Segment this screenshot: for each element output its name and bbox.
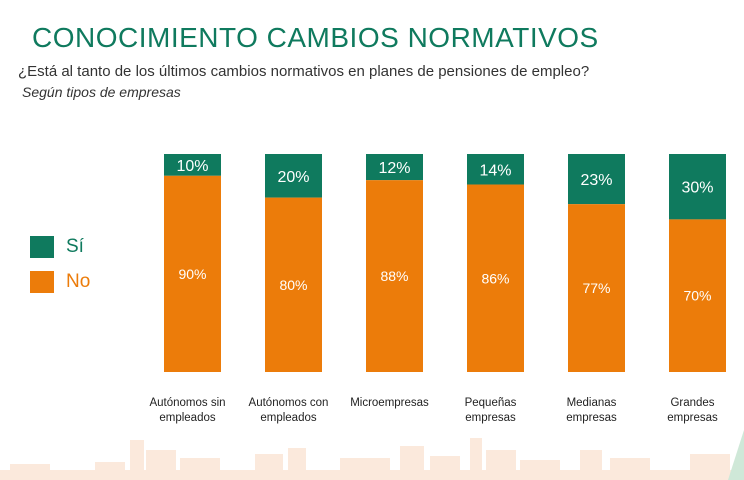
data-label-si: 10%	[176, 158, 208, 175]
chart-question: ¿Está al tanto de los últimos cambios no…	[18, 63, 590, 80]
chart-subtitle: Según tipos de empresas	[22, 84, 181, 100]
category-label: Autónomos sin empleados	[149, 397, 225, 424]
bar-no	[164, 175, 221, 372]
data-label-no: 80%	[279, 277, 307, 293]
data-label-no: 70%	[683, 288, 711, 304]
data-label-no: 86%	[481, 270, 509, 286]
legend-item-no: No	[30, 271, 90, 293]
bar-no	[467, 184, 524, 372]
chart-legend: Sí No	[30, 236, 90, 306]
category-label: Pequeñas empresas	[465, 397, 517, 424]
bar-si	[669, 154, 726, 220]
data-label-si: 23%	[580, 172, 612, 189]
category-label: Microempresas	[350, 397, 429, 409]
data-label-si: 30%	[681, 180, 713, 197]
bar-si	[265, 154, 322, 198]
category-label: Medianas empresas	[566, 397, 617, 424]
data-label-no: 77%	[582, 280, 610, 296]
bar-si	[568, 154, 625, 205]
bar-no	[669, 219, 726, 372]
legend-item-si: Sí	[30, 236, 90, 258]
data-label-no: 90%	[178, 266, 206, 282]
data-label-si: 12%	[378, 160, 410, 177]
legend-label-si: Sí	[66, 236, 84, 257]
bar-no	[568, 204, 625, 372]
data-label-si: 14%	[479, 162, 511, 179]
data-label-si: 20%	[277, 169, 309, 186]
legend-swatch-no	[30, 271, 54, 293]
category-label: Grandes empresas	[667, 397, 718, 424]
bar-no	[265, 197, 322, 372]
data-label-no: 88%	[380, 268, 408, 284]
bar-si	[366, 154, 423, 181]
category-label: Autónomos con empleados	[249, 397, 329, 424]
legend-label-no: No	[66, 271, 91, 292]
page-title: CONOCIMIENTO CAMBIOS NORMATIVOS	[32, 22, 599, 53]
bar-si	[164, 154, 221, 176]
skyline-decoration	[0, 430, 744, 480]
bar-no	[366, 180, 423, 372]
legend-swatch-si	[30, 236, 54, 258]
bar-si	[467, 154, 524, 185]
